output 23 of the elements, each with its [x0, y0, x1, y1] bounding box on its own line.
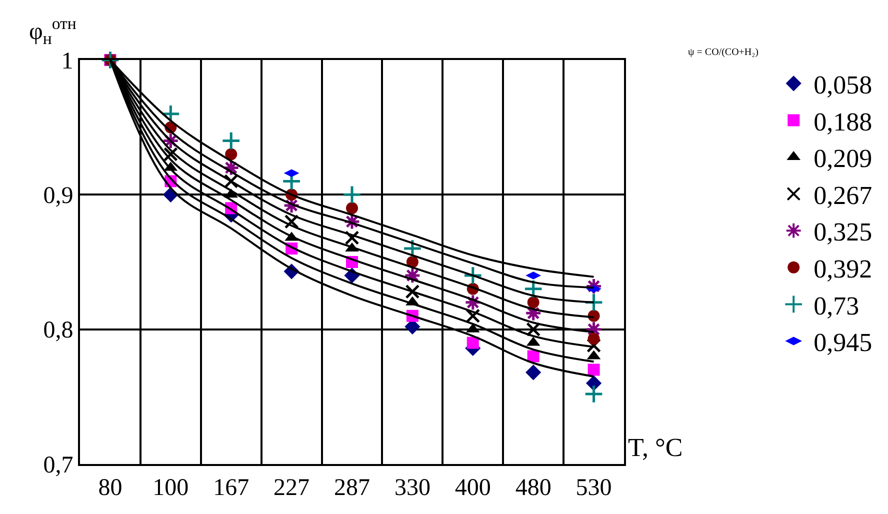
- x-tick-label: 330: [394, 474, 430, 501]
- x-tick-label: 287: [334, 474, 370, 501]
- y-tick-label: 0,9: [43, 183, 74, 210]
- x-tick-label: 227: [274, 474, 310, 501]
- x-axis-title: T, °C: [628, 433, 683, 462]
- legend-label: 0,325: [814, 218, 872, 247]
- legend-label: 0,267: [814, 180, 872, 210]
- x-tick-label: 530: [576, 474, 612, 501]
- legend-label: 0,209: [814, 144, 872, 174]
- legend-label: 0,188: [814, 107, 872, 136]
- y-tick-label: 1: [61, 48, 74, 74]
- y-tick-label: 0,8: [43, 318, 74, 344]
- x-tick-label: 100: [152, 474, 189, 501]
- legend-label: 0,945: [814, 328, 872, 358]
- x-tick-label: 80: [98, 474, 122, 501]
- x-tick-label: 167: [213, 474, 250, 501]
- text: ψ = CO/(CO+H₂): [688, 47, 758, 58]
- x-tick-label: 400: [454, 474, 491, 501]
- legend-label: 0,73: [814, 291, 860, 320]
- x-tick-label: 480: [515, 474, 552, 501]
- legend-label: 0,392: [814, 254, 872, 284]
- y-tick-label: 0,7: [43, 452, 74, 478]
- legend-label: 0,058: [814, 70, 872, 100]
